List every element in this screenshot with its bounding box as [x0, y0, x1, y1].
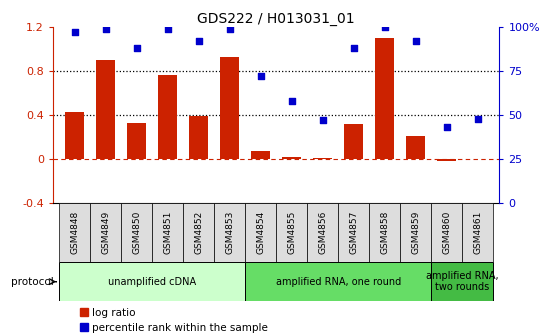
- Bar: [245, 203, 276, 262]
- Bar: [252, 152, 270, 159]
- Point: [380, 24, 389, 30]
- Bar: [220, 57, 239, 159]
- Text: GSM4854: GSM4854: [256, 211, 265, 254]
- Bar: [97, 60, 115, 159]
- Text: GSM4852: GSM4852: [194, 211, 203, 254]
- Bar: [214, 203, 245, 262]
- Point: [70, 30, 79, 35]
- Text: GSM4851: GSM4851: [163, 211, 172, 254]
- Bar: [376, 38, 394, 159]
- Point: [225, 26, 234, 31]
- Bar: [59, 203, 90, 262]
- Bar: [59, 262, 245, 301]
- Text: GSM4853: GSM4853: [225, 211, 234, 254]
- Bar: [158, 75, 177, 159]
- Bar: [189, 116, 208, 159]
- Text: GSM4861: GSM4861: [473, 211, 482, 254]
- Bar: [406, 136, 425, 159]
- Bar: [245, 262, 431, 301]
- Bar: [183, 203, 214, 262]
- Text: GSM4848: GSM4848: [70, 211, 79, 254]
- Bar: [400, 203, 431, 262]
- Bar: [462, 203, 493, 262]
- Bar: [431, 262, 493, 301]
- Bar: [431, 203, 462, 262]
- Text: GSM4856: GSM4856: [318, 211, 327, 254]
- Text: GSM4850: GSM4850: [132, 211, 141, 254]
- Text: GSM4849: GSM4849: [101, 211, 110, 254]
- Point: [256, 74, 265, 79]
- Point: [442, 125, 451, 130]
- Text: protocol: protocol: [11, 277, 54, 287]
- Point: [349, 45, 358, 51]
- Legend: log ratio, percentile rank within the sample: log ratio, percentile rank within the sa…: [76, 303, 272, 336]
- Bar: [344, 124, 363, 159]
- Text: unamplified cDNA: unamplified cDNA: [108, 277, 196, 287]
- Bar: [338, 203, 369, 262]
- Text: GSM4858: GSM4858: [380, 211, 389, 254]
- Point: [101, 26, 110, 31]
- Bar: [65, 112, 84, 159]
- Bar: [121, 203, 152, 262]
- Text: GSM4857: GSM4857: [349, 211, 358, 254]
- Bar: [437, 159, 456, 161]
- Bar: [90, 203, 121, 262]
- Bar: [369, 203, 400, 262]
- Bar: [314, 158, 332, 159]
- Bar: [152, 203, 183, 262]
- Text: amplified RNA, one round: amplified RNA, one round: [276, 277, 401, 287]
- Point: [411, 38, 420, 44]
- Point: [163, 26, 172, 31]
- Point: [194, 38, 203, 44]
- Text: GSM4859: GSM4859: [411, 211, 420, 254]
- Point: [132, 45, 141, 51]
- Bar: [127, 123, 146, 159]
- Text: GSM4860: GSM4860: [442, 211, 451, 254]
- Bar: [276, 203, 307, 262]
- Text: amplified RNA,
two rounds: amplified RNA, two rounds: [426, 271, 498, 292]
- Point: [318, 118, 327, 123]
- Text: GSM4855: GSM4855: [287, 211, 296, 254]
- Point: [473, 116, 482, 121]
- Point: [287, 98, 296, 104]
- Bar: [282, 157, 301, 159]
- Bar: [307, 203, 338, 262]
- Title: GDS222 / H013031_01: GDS222 / H013031_01: [198, 12, 355, 26]
